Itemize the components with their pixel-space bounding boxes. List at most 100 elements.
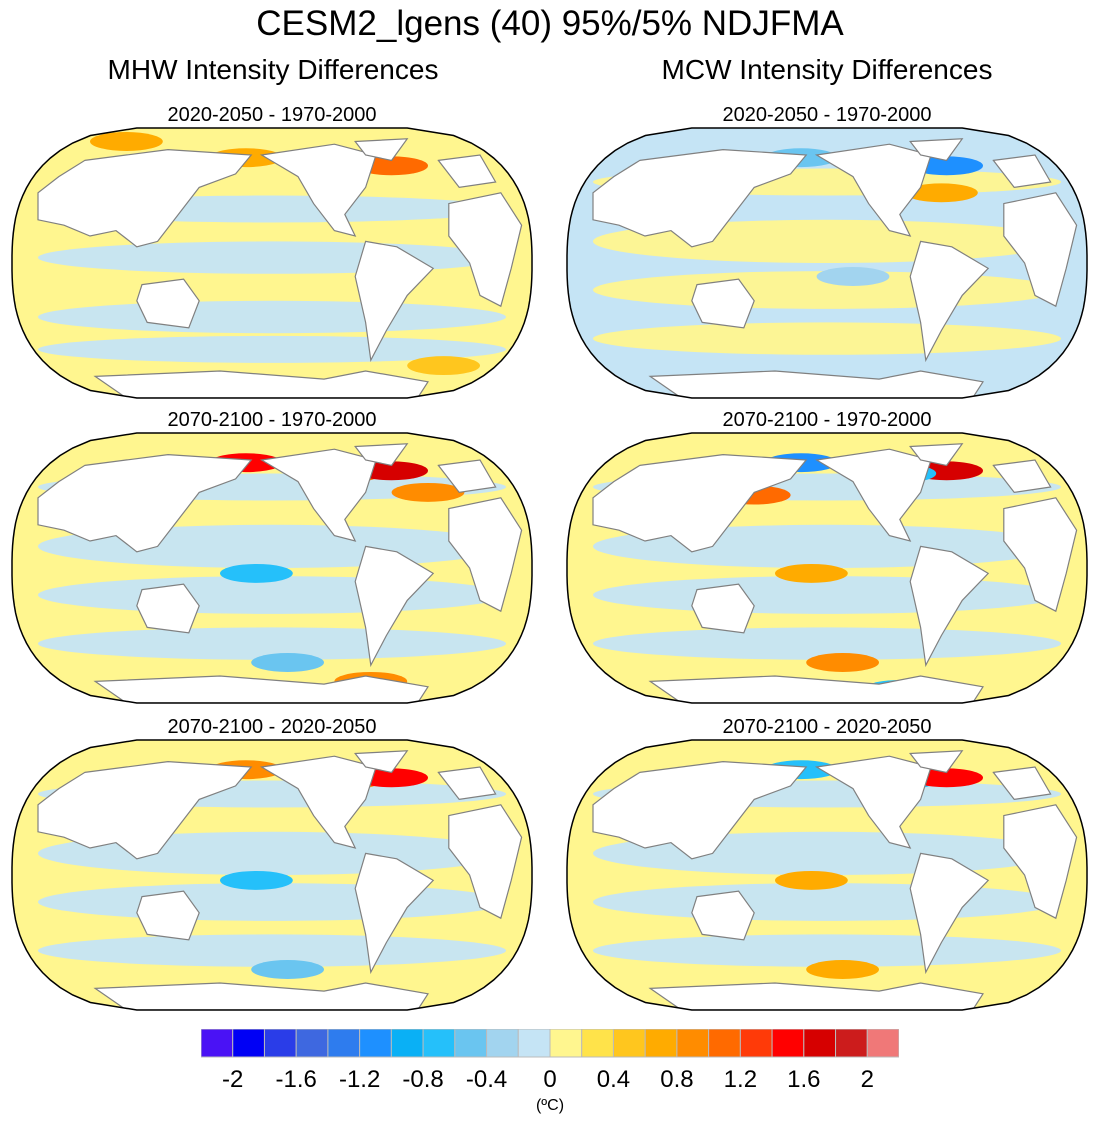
panel-title-mhw-3: 2070-2100 - 2020-2050 <box>167 716 377 738</box>
land-mass <box>909 545 990 668</box>
colorbar-tick-label: 1.2 <box>723 1066 758 1093</box>
land-mass <box>354 545 435 668</box>
anomaly-band <box>38 241 506 274</box>
land-mass <box>354 750 409 774</box>
map-frame <box>566 739 1088 1011</box>
land-mass <box>814 448 932 542</box>
colorbar-swatch <box>676 1029 710 1058</box>
map-panel-mcw-1 <box>566 127 1088 399</box>
land-mass <box>93 982 429 1010</box>
anomaly-southern-ocean-pacific <box>806 960 879 979</box>
anomaly-north-atlantic-subpolar <box>391 482 465 502</box>
colorbar-tick-label: -1.6 <box>275 1066 317 1093</box>
land-mass <box>648 982 984 1010</box>
colorbar-swatch <box>201 1029 234 1058</box>
map-frame <box>11 127 533 399</box>
map-panel-mhw-2 <box>11 432 533 704</box>
map-panel-mhw-3 <box>11 739 533 1011</box>
anomaly-eastern-tropical-pacific <box>816 267 890 286</box>
anomaly-southern-ocean-pacific <box>806 653 879 672</box>
map-frame <box>11 739 533 1011</box>
anomaly-band <box>38 335 506 363</box>
land-mass <box>259 448 377 542</box>
land-mass <box>259 143 377 237</box>
colorbar-tick-label: -0.8 <box>402 1066 444 1093</box>
land-mass <box>909 750 964 774</box>
land-mass <box>136 278 200 329</box>
anomaly-equatorial-pacific <box>220 563 293 583</box>
colorbar-swatch <box>295 1029 329 1058</box>
colorbar-swatch <box>359 1029 392 1058</box>
land-mass <box>354 138 409 162</box>
land-mass <box>592 148 808 248</box>
land-mass <box>437 766 497 801</box>
anomaly-southern-ocean-s-atlantic <box>407 356 480 376</box>
panel-title-mcw-1: 2020-2050 - 1970-2000 <box>722 104 932 126</box>
colorbar-tick-label: 0.4 <box>596 1066 631 1093</box>
colorbar-swatch <box>232 1029 265 1058</box>
colorbar-swatch <box>771 1029 805 1058</box>
land-mass <box>592 453 808 553</box>
map-panel-mcw-2 <box>566 432 1088 704</box>
anomaly-southern-ocean-pacific <box>251 653 324 672</box>
land-mass <box>909 138 964 162</box>
colorbar-swatch <box>327 1029 361 1058</box>
panel-title-mhw-1: 2020-2050 - 1970-2000 <box>167 104 377 126</box>
panel-title-mcw-3: 2070-2100 - 2020-2050 <box>722 716 932 738</box>
land-mass <box>136 583 200 634</box>
land-mass <box>448 497 523 613</box>
land-mass <box>354 852 435 975</box>
colorbar-swatch <box>454 1029 488 1058</box>
anomaly-band <box>593 934 1061 967</box>
anomaly-band <box>38 627 506 660</box>
panel-title-mcw-2: 2070-2100 - 1970-2000 <box>722 409 932 431</box>
anomaly-southern-ocean-pacific <box>251 960 324 979</box>
land-mass <box>648 370 984 398</box>
colorbar-tick-label: 1.6 <box>787 1066 821 1093</box>
land-mass <box>37 760 253 860</box>
colorbar-tick-label: -2 <box>222 1066 244 1093</box>
land-mass <box>1003 192 1078 308</box>
column-title-mhw: MHW Intensity Differences <box>107 54 439 85</box>
colorbar-swatch <box>866 1029 899 1058</box>
land-mass <box>992 154 1052 189</box>
panel-title-mhw-2: 2070-2100 - 1970-2000 <box>167 409 377 431</box>
map-frame <box>566 127 1088 399</box>
land-mass <box>354 443 409 467</box>
land-mass <box>691 278 755 329</box>
anomaly-arctic-siberia <box>90 132 163 151</box>
colorbar-swatch <box>708 1029 741 1058</box>
colorbar-tick-label: -0.4 <box>465 1066 508 1093</box>
colorbar-swatch <box>739 1029 773 1058</box>
colorbar-swatch <box>549 1029 583 1058</box>
anomaly-band <box>593 322 1061 355</box>
land-mass <box>909 443 964 467</box>
figure-title: CESM2_lgens (40) 95%/5% NDJFMA <box>256 4 844 43</box>
land-mass <box>37 148 253 248</box>
land-mass <box>992 459 1052 494</box>
column-title-mcw: MCW Intensity Differences <box>661 54 993 85</box>
anomaly-band <box>38 934 506 967</box>
land-mass <box>648 675 984 703</box>
colorbar <box>201 1029 899 1058</box>
land-mass <box>909 240 990 363</box>
colorbar-swatch <box>581 1029 614 1058</box>
land-mass <box>448 804 523 920</box>
land-mass <box>437 459 497 494</box>
anomaly-equatorial-pacific <box>775 870 848 890</box>
map-frame <box>566 432 1088 704</box>
land-mass <box>259 755 377 849</box>
land-mass <box>93 370 429 398</box>
land-mass <box>448 192 523 308</box>
colorbar-swatch <box>517 1029 551 1058</box>
colorbar-swatch <box>803 1029 837 1058</box>
land-mass <box>691 583 755 634</box>
land-mass <box>354 240 435 363</box>
land-mass <box>1003 804 1078 920</box>
anomaly-band <box>593 627 1061 660</box>
anomaly-gulf-stream <box>905 183 978 203</box>
map-panel-mcw-3 <box>566 739 1088 1011</box>
land-mass <box>691 890 755 941</box>
colorbar-tick-label: 2 <box>860 1066 874 1093</box>
colorbar-swatch <box>612 1029 646 1058</box>
